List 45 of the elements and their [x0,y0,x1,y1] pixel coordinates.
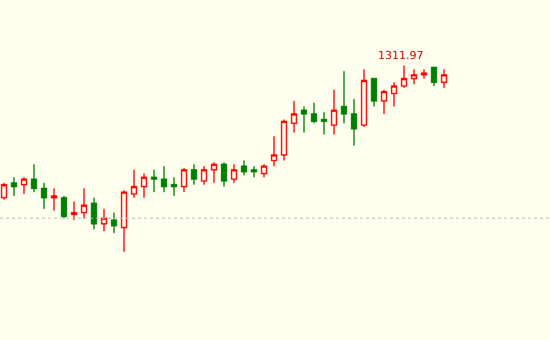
candlestick [360,68,368,128]
candlestick [320,111,328,136]
candlestick [340,70,348,124]
candlestick [90,197,98,230]
candlestick [250,165,258,178]
candlestick [260,164,268,178]
candlestick [240,160,248,176]
candlestick [80,188,88,219]
candlestick [180,167,188,193]
candlestick [70,200,78,221]
candlestick [30,164,38,193]
candlestick [200,165,208,186]
candlestick [50,188,58,212]
candlestick [300,106,308,134]
candlestick [290,100,298,134]
candlestick [440,68,448,89]
candlestick [420,68,428,80]
candlestick [280,118,288,162]
candlestick [430,66,438,87]
candlestick [400,64,408,89]
candlestick [120,190,128,252]
candlestick [270,136,278,167]
candlestick [40,182,48,210]
candlestick [380,89,388,115]
candlestick [220,162,228,188]
candlestick [310,102,318,124]
candlestick [210,162,218,184]
annotation: 1311.97 [378,49,424,62]
candlestick [160,165,168,193]
candlestick [150,169,158,193]
candlestick [390,82,398,108]
candlestick [10,176,18,197]
candlestick [230,164,238,184]
candlestick [60,195,68,219]
candlestick [370,78,378,108]
candlestick [20,176,28,195]
candlestick [350,98,358,146]
candlestick [100,208,108,232]
candlestick [410,68,418,85]
candlestick [170,176,178,197]
candlestick [110,212,118,234]
candlestick [190,164,198,186]
candlestick [130,169,138,198]
candlestick [330,89,338,136]
candlestick [140,172,148,198]
